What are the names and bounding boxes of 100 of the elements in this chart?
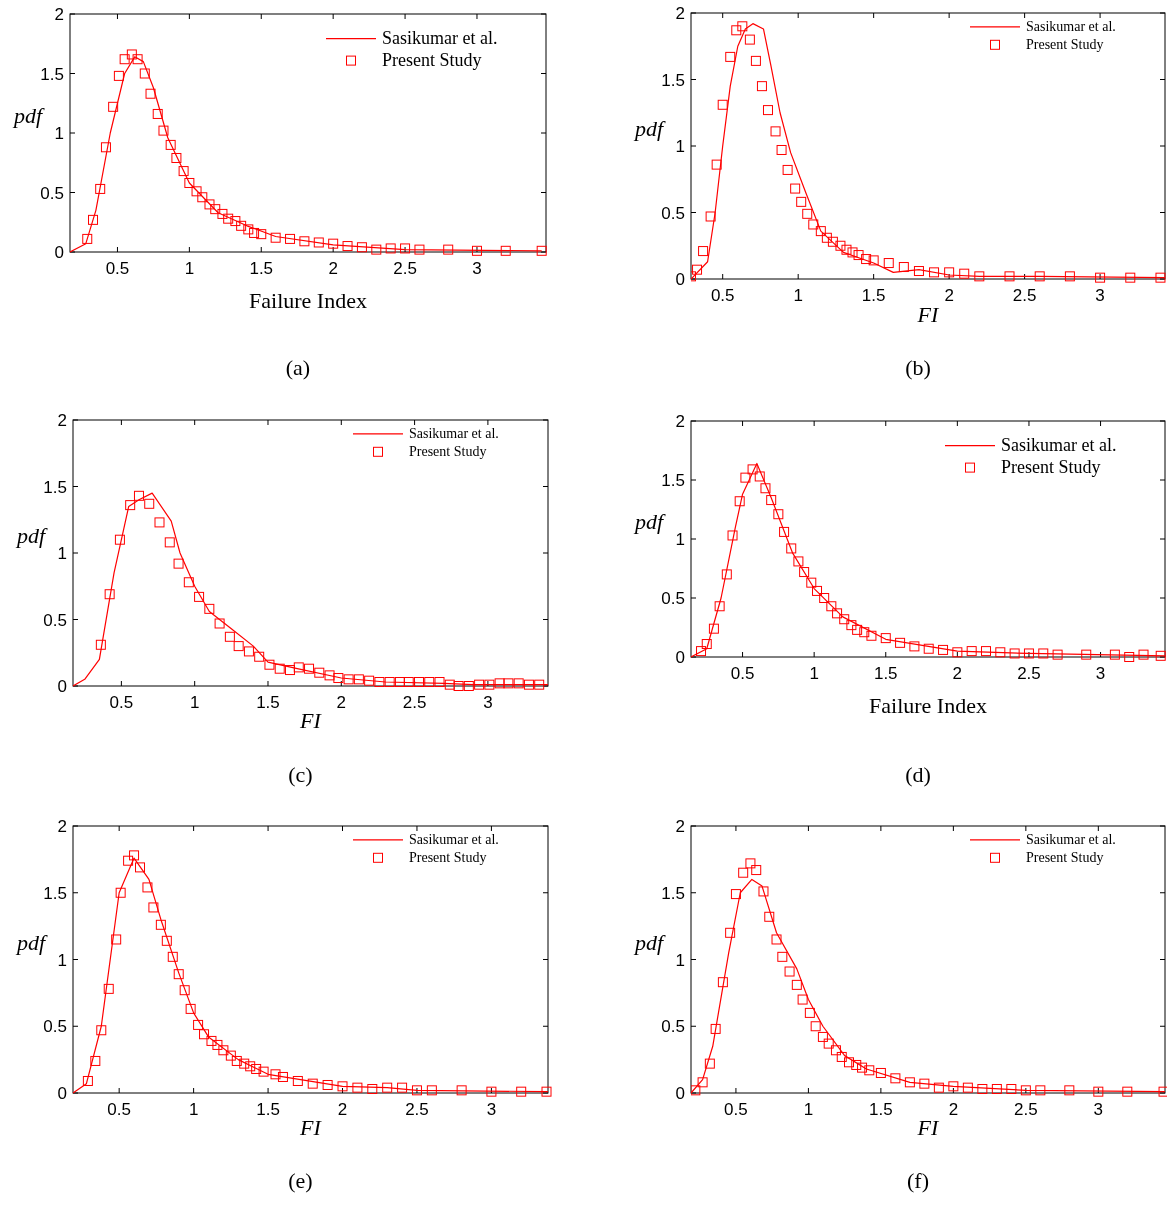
y-tick-label: 0 bbox=[675, 270, 685, 289]
point bbox=[796, 196, 807, 207]
point bbox=[135, 862, 146, 873]
x-tick-label: 1 bbox=[184, 259, 195, 278]
point bbox=[223, 213, 234, 224]
point bbox=[827, 236, 838, 247]
point bbox=[835, 240, 846, 251]
y-axis-title: pdf bbox=[632, 929, 666, 955]
point bbox=[919, 1078, 930, 1089]
point bbox=[923, 643, 934, 654]
y-tick-label: 0.5 bbox=[40, 183, 64, 203]
legend-label: Present Study bbox=[409, 444, 487, 459]
point bbox=[770, 126, 781, 137]
point bbox=[698, 246, 709, 257]
point bbox=[304, 663, 315, 674]
point bbox=[206, 1035, 217, 1046]
point bbox=[776, 144, 787, 155]
point bbox=[484, 679, 495, 690]
point bbox=[471, 245, 482, 256]
point bbox=[456, 1085, 467, 1096]
point bbox=[913, 266, 924, 277]
point bbox=[802, 208, 813, 219]
x-tick-label: 1.5 bbox=[861, 286, 886, 305]
point bbox=[258, 1066, 269, 1077]
point bbox=[1158, 1086, 1167, 1097]
point bbox=[762, 105, 773, 116]
point bbox=[178, 166, 189, 177]
point bbox=[933, 1082, 944, 1093]
x-tick-label: 2.5 bbox=[1014, 1100, 1038, 1119]
point bbox=[734, 496, 745, 507]
x-tick-label: 1.5 bbox=[873, 664, 898, 683]
point bbox=[786, 543, 797, 554]
legend-label: Present Study bbox=[1026, 850, 1104, 865]
point bbox=[165, 139, 176, 150]
x-tick-label: 2.5 bbox=[405, 1100, 429, 1119]
point bbox=[1122, 1086, 1133, 1097]
point bbox=[995, 647, 1006, 658]
point bbox=[185, 1003, 196, 1014]
x-tick-label: 2 bbox=[337, 1100, 348, 1119]
point bbox=[164, 537, 175, 548]
point bbox=[751, 865, 762, 876]
x-tick-label: 2 bbox=[336, 693, 347, 712]
x-tick-label: 1 bbox=[793, 286, 803, 305]
point bbox=[966, 646, 977, 657]
point bbox=[411, 1085, 422, 1096]
legend-label: Sasikumar et al. bbox=[1026, 832, 1116, 847]
y-tick-label: 0 bbox=[57, 677, 67, 696]
point bbox=[691, 1085, 701, 1096]
point bbox=[197, 192, 208, 203]
point bbox=[342, 241, 353, 252]
point bbox=[981, 646, 991, 657]
point bbox=[721, 569, 732, 580]
y-tick-label: 1 bbox=[675, 950, 685, 970]
point bbox=[173, 969, 184, 980]
y-tick-label: 0.5 bbox=[661, 1017, 685, 1037]
y-tick-label: 1.5 bbox=[40, 64, 64, 84]
y-tick-label: 1 bbox=[675, 530, 685, 549]
point bbox=[745, 858, 756, 869]
x-axis-title: FI bbox=[916, 1115, 941, 1140]
point bbox=[199, 1029, 210, 1040]
point bbox=[898, 262, 909, 273]
point bbox=[819, 593, 830, 603]
point bbox=[738, 867, 749, 878]
point bbox=[126, 49, 137, 60]
point bbox=[974, 271, 985, 282]
point bbox=[727, 530, 738, 541]
point bbox=[314, 667, 325, 678]
point bbox=[868, 255, 879, 266]
point bbox=[808, 219, 819, 230]
x-tick-label: 3 bbox=[1093, 1100, 1104, 1119]
x-tick-label: 0.5 bbox=[730, 664, 755, 683]
text: (a) bbox=[285, 355, 311, 380]
point bbox=[119, 54, 130, 65]
point bbox=[810, 1021, 821, 1032]
point bbox=[364, 675, 375, 686]
point bbox=[991, 1083, 1002, 1094]
point bbox=[1035, 1085, 1046, 1096]
point bbox=[111, 934, 122, 945]
text: (f) bbox=[907, 1168, 929, 1193]
point bbox=[161, 935, 172, 946]
point bbox=[113, 70, 124, 81]
point bbox=[875, 1067, 886, 1078]
x-tick-label: 0.5 bbox=[710, 286, 735, 305]
point bbox=[463, 681, 474, 691]
y-tick-label: 1.5 bbox=[43, 883, 67, 903]
point bbox=[758, 886, 769, 897]
point bbox=[115, 887, 126, 898]
point bbox=[123, 855, 134, 866]
point bbox=[193, 1019, 204, 1030]
point bbox=[737, 21, 748, 32]
point bbox=[929, 267, 940, 278]
point bbox=[857, 1062, 868, 1073]
point bbox=[204, 199, 215, 210]
point bbox=[760, 483, 771, 494]
x-tick-label: 0.5 bbox=[109, 693, 134, 712]
point bbox=[171, 152, 182, 163]
point bbox=[204, 603, 215, 614]
point bbox=[817, 1031, 828, 1042]
point bbox=[799, 567, 810, 578]
point bbox=[895, 637, 906, 648]
